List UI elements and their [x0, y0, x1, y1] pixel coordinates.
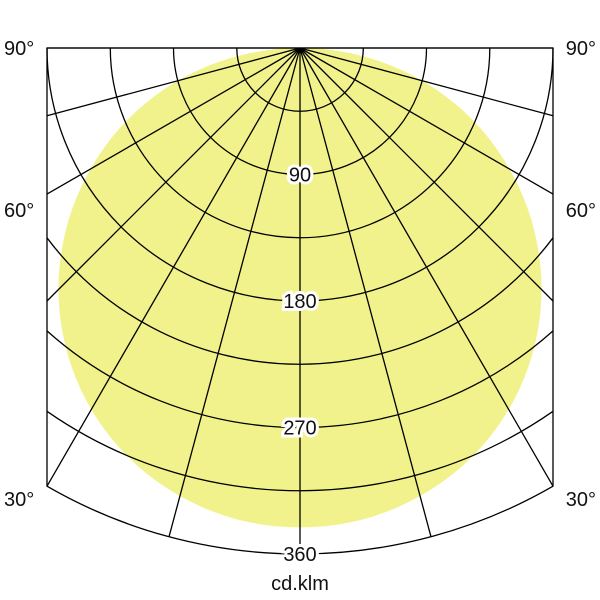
outer-frame — [46, 47, 554, 555]
angle-label-right: 60° — [566, 200, 596, 222]
radial-tick-label: 270 — [283, 418, 316, 440]
radial-tick-label: 360 — [283, 544, 316, 566]
outer-boundary — [46, 47, 554, 555]
grid-radial--30 — [46, 47, 301, 487]
angle-label-left: 30° — [4, 489, 34, 511]
angle-label-right: 30° — [566, 489, 596, 511]
radial-tick-label: 90 — [289, 165, 311, 187]
angle-label-left: 90° — [4, 38, 34, 60]
grid-radial--75 — [46, 47, 301, 117]
labels: 90 180 270 360 90° 90° 60° 60° 30° 30° — [4, 38, 596, 569]
angle-label-right: 90° — [566, 38, 596, 60]
radial-tick-label: 180 — [283, 291, 316, 313]
polar-grid — [46, 47, 554, 554]
angle-label-left: 60° — [4, 200, 34, 222]
grid-radial--45 — [46, 47, 301, 302]
grid-radial--15 — [168, 47, 301, 537]
grid-radial-45 — [299, 47, 554, 302]
grid-radial-15 — [299, 47, 432, 537]
grid-radial-60 — [299, 47, 554, 195]
grid-radial-75 — [299, 47, 554, 117]
grid-radial--60 — [46, 47, 301, 195]
grid-radial-30 — [299, 47, 554, 487]
unit-label: cd.klm — [271, 573, 329, 595]
